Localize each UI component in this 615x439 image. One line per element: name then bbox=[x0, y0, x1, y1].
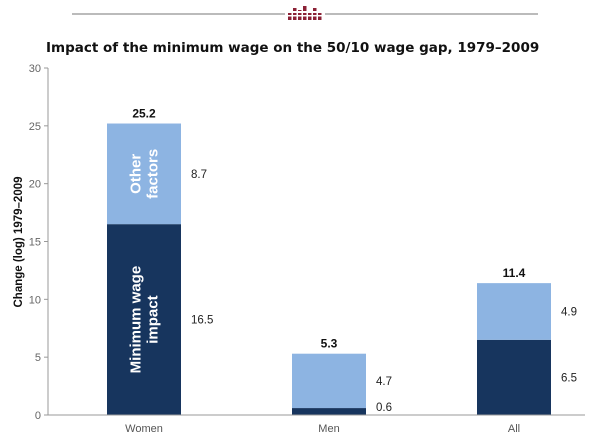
chart-title: Impact of the minimum wage on the 50/10 … bbox=[46, 40, 539, 56]
other-factors-label: Other factors bbox=[128, 149, 162, 199]
bar-segment-minimum_wage-all bbox=[477, 339, 551, 415]
segment-value-label: 4.9 bbox=[561, 306, 577, 318]
data-labels: 16.5 8.7 25.2 0.6 4.7 5.3 6.5 4.9 11.4 Minimum wa… bbox=[128, 107, 578, 414]
segment-value-label: 8.7 bbox=[191, 169, 207, 181]
total-value-label: 11.4 bbox=[503, 266, 526, 280]
y-tick-label: 30 bbox=[29, 63, 41, 75]
bar-segment-minimum_wage-women bbox=[107, 224, 181, 415]
x-tick-label: All bbox=[508, 423, 520, 435]
segment-value-label: 0.6 bbox=[376, 402, 392, 414]
y-tick-label: 10 bbox=[29, 294, 41, 306]
bar-segment-other-all bbox=[477, 283, 551, 340]
segment-value-label: 4.7 bbox=[376, 376, 392, 388]
total-value-label: 5.3 bbox=[321, 337, 338, 351]
svg-text:impact: impact bbox=[145, 295, 162, 343]
y-tick-label: 20 bbox=[29, 179, 41, 191]
total-value-label: 25.2 bbox=[132, 107, 156, 121]
segment-value-label: 6.5 bbox=[561, 372, 577, 384]
bar-segment-minimum_wage-men bbox=[292, 408, 366, 415]
minimum-wage-impact-label: Minimum wage impact bbox=[128, 266, 162, 374]
bar-cluster-logo-icon bbox=[286, 6, 324, 20]
y-tick-label: 25 bbox=[29, 121, 41, 133]
x-tick-label: Men bbox=[318, 423, 339, 435]
svg-text:Minimum wage: Minimum wage bbox=[128, 266, 145, 374]
x-axis: Women Men All bbox=[48, 414, 585, 435]
bars bbox=[107, 123, 551, 415]
segment-value-label: 16.5 bbox=[191, 315, 213, 327]
svg-text:factors: factors bbox=[145, 149, 162, 199]
y-tick-label: 5 bbox=[35, 352, 41, 364]
bar-segment-other-women bbox=[107, 123, 181, 225]
svg-text:Other: Other bbox=[128, 154, 145, 194]
bar-segment-other-men bbox=[292, 353, 366, 409]
y-tick-label: 0 bbox=[35, 410, 41, 422]
y-axis: 0 5 10 15 20 25 30 bbox=[29, 63, 49, 422]
x-tick-label: Women bbox=[125, 423, 163, 435]
y-axis-label: Change (log) 1979–2009 bbox=[13, 176, 25, 307]
y-tick-label: 15 bbox=[29, 237, 41, 249]
